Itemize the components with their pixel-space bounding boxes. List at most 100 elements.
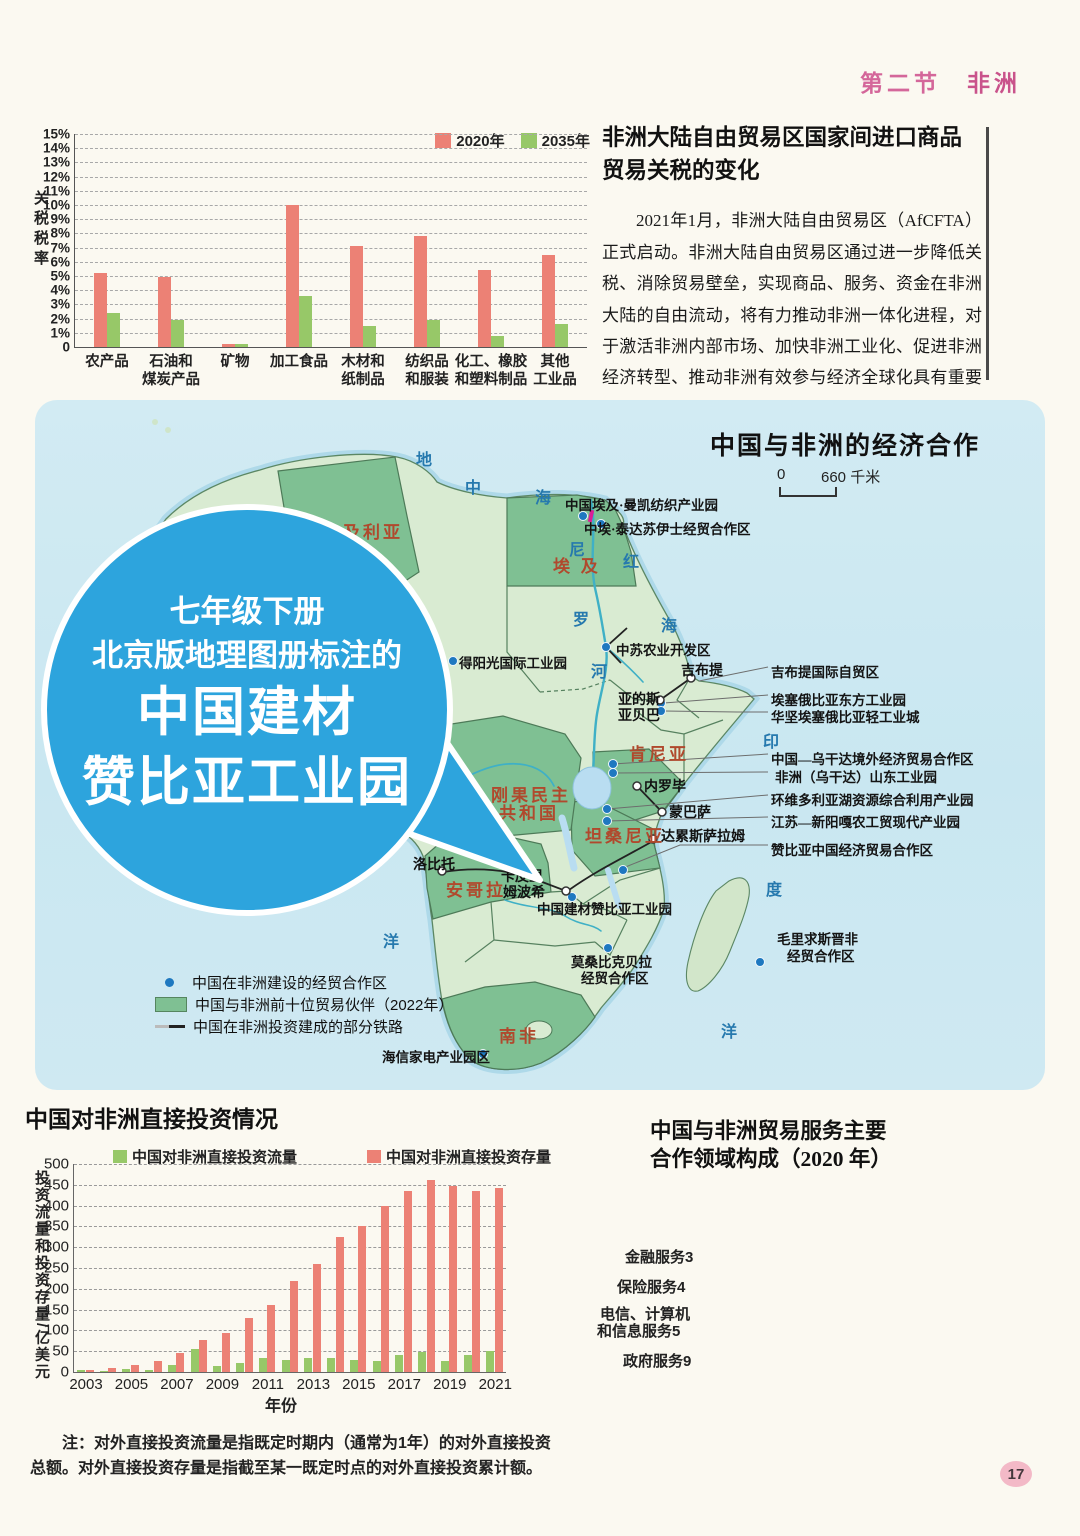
map-legend-row: 中国在非洲建设的经贸合作区 [155,971,453,993]
map-label: 得阳光国际工业园 [459,656,567,671]
bar-stock [130,1365,139,1372]
legend-item: 2035年 [520,130,590,151]
map-label: 姆波希 [503,886,545,901]
x-tick-label: 2005 [114,1376,149,1393]
map-label: 蒙巴萨 [669,806,711,821]
map-legend-row: 中国在非洲投资建成的部分铁路 [155,1015,453,1037]
legend-swatch [113,1150,127,1163]
investment-legend: 中国对非洲直接投资流量 中国对非洲直接投资存量 [113,1146,551,1167]
addis-djibouti-railway [659,677,692,701]
gridline [75,205,587,206]
lake-malawi [605,867,622,909]
tariff-plot-area: 0 1% 2% 3% 4% 5% 6% 7% 8% 9% 10% 11% 12% 13% 14% 15% 农产品… [43,127,587,388]
bar-stock [221,1333,230,1372]
section-label: 第二节 [860,70,941,96]
map-label: 中国—乌干达境外经济贸易合作区 [771,752,974,767]
map-label: 洛比托 [413,858,455,873]
bubble-line: 七年级下册 [169,594,325,629]
bar-stock [312,1263,321,1372]
map-label: 安哥拉 [446,881,506,900]
lake-tanganyika [558,814,578,872]
bar-flow [463,1354,472,1372]
service-label: 政府服务9 [623,1353,692,1370]
x-tick-label: 2013 [296,1376,331,1393]
x-tick-label: 2019 [433,1376,467,1393]
y-tick-label: 4% [50,282,70,298]
map-label: 埃塞俄比亚东方工业园 [771,693,906,708]
map-legend: 中国在非洲建设的经贸合作区中国与非洲前十位贸易伙伴（2022年） 中国在非洲投资建… [155,971,453,1037]
investment-y-axis-label: 投资流量和投资存量/亿美元 [33,1170,50,1381]
y-tick-label: 0 [60,1363,69,1381]
bar-stock [176,1353,185,1372]
bar-stock [403,1191,412,1372]
map-label: 中埃·泰达苏伊士经贸合作区 [584,522,751,537]
country-egypt [506,494,637,587]
legend-item: 中国对非洲直接投资存量 [367,1146,551,1167]
x-tick-label: 2003 [69,1376,103,1393]
map-label: 海信家电产业园区 [382,1050,490,1065]
map-label: 肯尼亚 [629,745,689,764]
bar-2020年 [542,254,555,347]
gridline [75,332,587,334]
legend-swatch [435,133,452,148]
map-label: 江苏—新阳嘎农工贸现代产业园 [771,815,960,830]
y-tick-label: 400 [43,1197,69,1215]
island [152,419,158,425]
footnote: 注：对外直接投资流量是指既定时期内（通常为1年）的对外直接投资总额。对外直接投资… [30,1435,551,1477]
callout-bubble: 七年级下册 北京版地理图册标注的 中国建材 赞比亚工业园 [41,504,453,916]
legend-label: 中国对非洲直接投资流量 [132,1149,298,1166]
tazara-railway [568,840,654,891]
madagascar [685,877,750,992]
x-category-label: 化工、橡胶 和塑料制品 [454,354,528,389]
map-label: 非洲（乌干达）山东工业园 [775,770,937,785]
y-tick-label: 15% [42,126,70,142]
y-tick-label: 150 [43,1301,69,1319]
y-tick-label: 3% [50,296,70,312]
industrial-park-marker [587,509,595,523]
y-tick-label: 9% [50,211,70,227]
article: 非洲大陆自由贸易区国家间进口商品 贸易关税的变化 2021年1月，非洲大陆自由贸易… [602,122,982,425]
gridline [74,1268,506,1269]
y-tick-label: 11% [43,183,70,199]
map-label: 共和国 [499,804,559,823]
cooperation-zone-dots [448,511,765,1059]
bar-flow [304,1357,313,1372]
bar-flow [145,1369,154,1372]
bar-2020年 [222,344,235,347]
bar-flow [122,1369,131,1372]
bar-flow [486,1351,495,1372]
gridline [75,276,587,277]
bar-2035年 [299,295,312,347]
map-title: 中国与非洲的经济合作 [709,432,980,460]
gridline [75,261,587,263]
map-label: 吉布提国际自贸区 [771,665,879,680]
gridline [75,176,587,178]
gridline [75,134,587,135]
dot-symbol [165,977,174,987]
bar-2035年 [491,335,504,347]
tariff-chart: 关税税率 2020年 2035年 0 1% 2% 3% 4% 5% 6% 7% 8% 9% 10% 11… [28,118,594,390]
y-tick-label: 500 [43,1155,69,1173]
gridline [75,304,587,306]
gridline [75,148,587,150]
map-label: 吉布提 [681,664,723,679]
map-label: 内罗毕 [644,780,686,795]
bar-stock [381,1206,390,1372]
gridline [75,318,587,320]
bubble-line: 赞比亚工业园 [82,753,412,812]
gridline [75,190,587,192]
bar-stock [267,1305,276,1372]
y-tick-label: 8% [50,225,70,241]
investment-chart: 中国对非洲直接投资情况 中国对非洲直接投资流量 中国对非洲直接投资存量 投资流量和… [25,1100,581,1415]
bar-flow [213,1366,222,1372]
service-label: 金融服务3 [625,1249,694,1266]
map-legend-label: 中国与非洲前十位贸易伙伴（2022年） [195,996,454,1014]
bar-flow [440,1360,449,1372]
map-label: 中国建材赞比亚工业园 [537,902,672,917]
investment-x-axis-label: 年份 [265,1398,298,1415]
bar-2035年 [555,324,568,347]
map-label: 埃 及 [553,557,601,576]
legend-swatch [367,1150,382,1163]
map-label: 海 [535,490,552,507]
bar-flow [236,1363,245,1372]
